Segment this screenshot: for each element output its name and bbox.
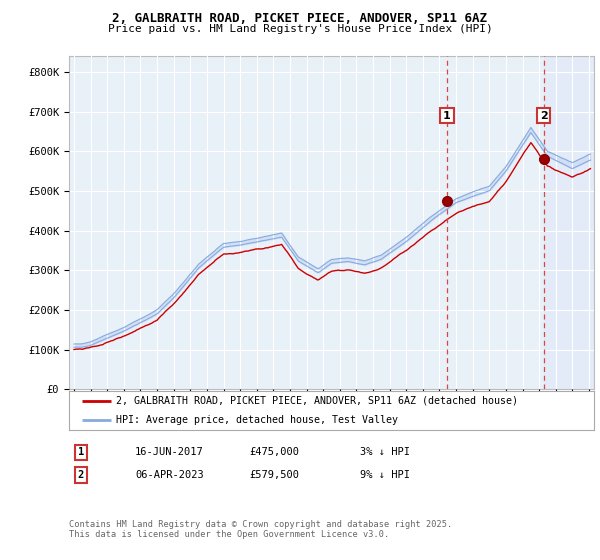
Bar — [544, 56, 594, 389]
Text: 2: 2 — [540, 110, 548, 120]
Text: Contains HM Land Registry data © Crown copyright and database right 2025.
This d: Contains HM Land Registry data © Crown c… — [69, 520, 452, 539]
Text: 2, GALBRAITH ROAD, PICKET PIECE, ANDOVER, SP11 6AZ (detached house): 2, GALBRAITH ROAD, PICKET PIECE, ANDOVER… — [116, 396, 518, 406]
Text: 3% ↓ HPI: 3% ↓ HPI — [360, 447, 410, 458]
Text: £475,000: £475,000 — [249, 447, 299, 458]
Text: HPI: Average price, detached house, Test Valley: HPI: Average price, detached house, Test… — [116, 415, 398, 425]
Text: 1: 1 — [443, 110, 451, 120]
Text: 2: 2 — [78, 470, 84, 480]
Text: 16-JUN-2017: 16-JUN-2017 — [135, 447, 204, 458]
Text: 1: 1 — [78, 447, 84, 458]
Text: 2, GALBRAITH ROAD, PICKET PIECE, ANDOVER, SP11 6AZ: 2, GALBRAITH ROAD, PICKET PIECE, ANDOVER… — [113, 12, 487, 25]
Text: Price paid vs. HM Land Registry's House Price Index (HPI): Price paid vs. HM Land Registry's House … — [107, 24, 493, 34]
Text: 9% ↓ HPI: 9% ↓ HPI — [360, 470, 410, 480]
Text: 06-APR-2023: 06-APR-2023 — [135, 470, 204, 480]
Text: £579,500: £579,500 — [249, 470, 299, 480]
